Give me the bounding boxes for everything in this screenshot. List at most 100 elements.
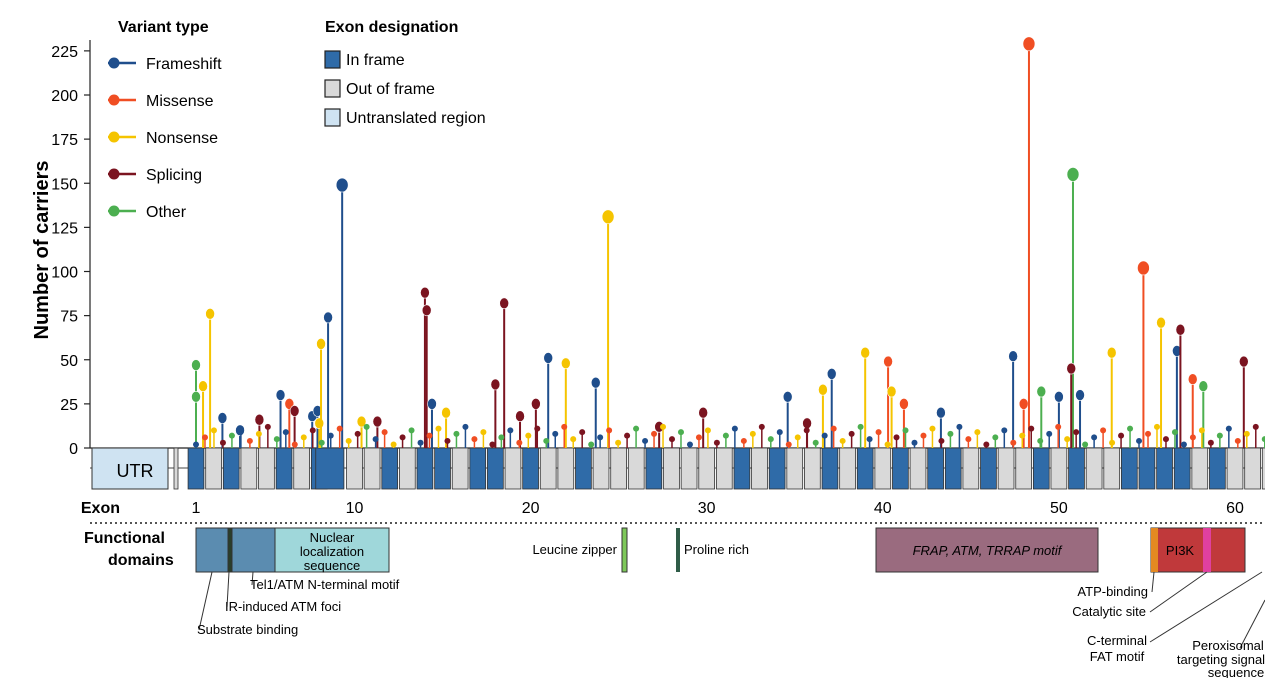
variant-point — [902, 427, 909, 434]
variant-point — [1252, 423, 1259, 430]
variant-point — [974, 429, 981, 436]
variant-point — [782, 391, 793, 403]
variant-point — [812, 439, 819, 446]
variant-point — [588, 441, 595, 448]
exon-box — [240, 447, 258, 490]
variant-point — [291, 441, 298, 448]
variant-point — [1028, 425, 1035, 432]
y-tick-label: 75 — [60, 309, 78, 326]
variant-point — [633, 425, 640, 432]
variant-point — [731, 425, 738, 432]
callout-peroxisomal-line — [1239, 599, 1265, 649]
fat-label: FRAP, ATM, TRRAP motif — [913, 543, 1063, 558]
variant-point — [579, 429, 586, 436]
exon-box — [434, 447, 451, 490]
variant-point — [713, 439, 720, 446]
y-tick-label: 50 — [60, 353, 78, 370]
variant-point — [228, 432, 235, 439]
exon-box — [627, 447, 645, 490]
variant-point — [543, 352, 554, 364]
variant-point — [462, 423, 469, 430]
variant-point — [534, 425, 541, 432]
variant-point — [1019, 432, 1026, 439]
variant-point — [318, 439, 325, 446]
exon-box — [451, 447, 469, 490]
exon-box — [381, 447, 399, 490]
variant-point — [1022, 36, 1036, 52]
exon-box — [575, 447, 592, 490]
exon-box — [927, 447, 944, 490]
variant-point — [219, 439, 226, 446]
variant-point — [1171, 429, 1178, 436]
variant-point — [372, 436, 379, 443]
variant-point — [489, 441, 496, 448]
variant-point — [499, 297, 509, 310]
domain-ir-foci — [227, 527, 233, 573]
exon-box — [187, 447, 205, 490]
exon-box — [715, 447, 733, 490]
variant-point — [372, 415, 383, 428]
exon-box — [1085, 447, 1103, 490]
exon-legend-swatch — [324, 108, 341, 127]
variant-point — [830, 425, 837, 432]
callout-ir-foci-line — [226, 571, 230, 608]
variant-point — [525, 432, 532, 439]
exon-box — [363, 447, 381, 490]
variant-point — [929, 425, 936, 432]
variant-legend-label: Nonsense — [146, 130, 218, 147]
variant-point — [983, 441, 990, 448]
y-tick-label: 125 — [51, 220, 78, 237]
exon-tick-label: 20 — [522, 500, 540, 517]
y-tick-label: 0 — [69, 441, 78, 458]
exon-box — [944, 447, 962, 490]
variant-point — [1037, 437, 1044, 444]
variant-point — [606, 427, 613, 434]
exon-legend-swatch — [324, 50, 341, 69]
variant-point — [875, 429, 882, 436]
variant-point — [848, 430, 855, 437]
variant-point — [1137, 260, 1150, 276]
variant-point — [1091, 434, 1098, 441]
variant-point — [936, 406, 946, 419]
callout-cterm-fat-1: FAT motif — [1090, 649, 1145, 664]
variant-point — [1066, 362, 1077, 375]
callout-fat-line — [1149, 571, 1263, 643]
variant-point — [1106, 346, 1117, 359]
exon-box — [909, 447, 927, 490]
exon-box — [1191, 447, 1209, 490]
variant-point — [947, 430, 954, 437]
variant-point — [1189, 434, 1196, 441]
exon-box — [592, 447, 610, 490]
variant-lollipops — [191, 36, 1265, 448]
variant-point — [1064, 436, 1071, 443]
variant-point — [1162, 436, 1169, 443]
variant-point — [327, 432, 334, 439]
variant-point — [426, 432, 433, 439]
variant-legend-label: Frameshift — [146, 56, 222, 73]
variant-point — [237, 425, 244, 432]
variant-point — [507, 427, 514, 434]
variant-point — [597, 434, 604, 441]
variant-point — [776, 429, 783, 436]
y-axis-title: Number of carriers — [31, 161, 53, 340]
variant-point — [669, 436, 676, 443]
variant-point — [191, 391, 201, 403]
exon-box — [557, 447, 575, 490]
exon-box — [258, 447, 275, 490]
variant-point — [818, 383, 828, 396]
variant-point — [1156, 316, 1166, 329]
variant-point — [590, 376, 601, 389]
callout-tel1-line — [251, 571, 254, 586]
variant-point — [516, 439, 523, 446]
variant-point — [552, 430, 559, 437]
variant-legend-label: Other — [146, 204, 187, 221]
proline-rich-label: Proline rich — [684, 542, 749, 557]
nls-label: Nuclear — [310, 530, 355, 545]
variant-point — [1261, 436, 1265, 443]
callout-atp-line — [1151, 571, 1155, 593]
variant-point — [677, 429, 684, 436]
variant-point — [857, 423, 864, 430]
variant-point — [1187, 373, 1198, 385]
exon-tick-label: 10 — [346, 500, 364, 517]
exon-track: 1 10 20 30 40 50 60 — [90, 447, 1265, 524]
